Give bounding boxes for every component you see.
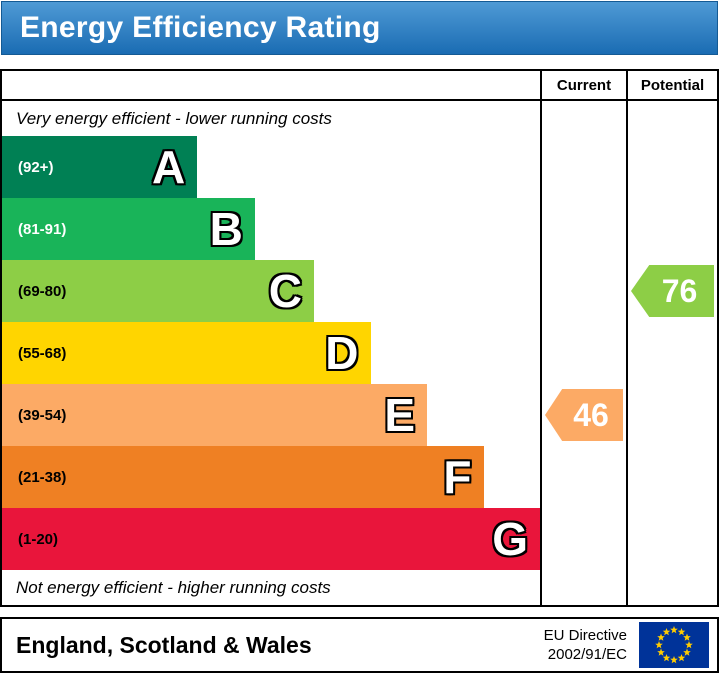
- page-title: Energy Efficiency Rating: [20, 11, 381, 44]
- eu-directive-line2: 2002/91/EC: [547, 646, 627, 663]
- potential-column: Potential 76: [626, 71, 717, 605]
- potential-column-header: Potential: [628, 71, 717, 101]
- current-arrow-area: 46: [542, 101, 626, 605]
- bands-column: Very energy efficient - lower running co…: [2, 71, 540, 605]
- band-row-c: (69-80) C: [2, 260, 315, 322]
- band-letter: A: [152, 141, 186, 193]
- caption-bottom: Not energy efficient - higher running co…: [16, 577, 331, 597]
- band-letter: E: [384, 389, 416, 441]
- current-column: Current 46: [540, 71, 626, 605]
- potential-rating-arrow: 76: [631, 265, 714, 317]
- caption-top: Very energy efficient - lower running co…: [16, 108, 332, 128]
- band-row-f: (21-38) F: [2, 446, 484, 508]
- potential-arrow-area: 76: [628, 101, 717, 605]
- band-range: (39-54): [18, 406, 67, 424]
- potential-rating-value: 76: [661, 272, 698, 309]
- band-range: (21-38): [18, 468, 67, 486]
- band-range: (1-20): [18, 530, 59, 548]
- eu-flag-icon: [639, 622, 709, 668]
- band-row-d: (55-68) D: [2, 322, 371, 384]
- band-letter: B: [209, 203, 243, 255]
- band-range: (81-91): [18, 220, 67, 238]
- band-row-g: (1-20) G: [2, 508, 540, 570]
- eu-directive-line1: EU Directive: [543, 626, 627, 644]
- bands-column-header: [2, 71, 540, 101]
- current-column-header: Current: [542, 71, 626, 101]
- eu-directive-text: EU Directive 2002/91/EC: [544, 626, 627, 665]
- band-row-a: (92+) A: [2, 136, 198, 198]
- band-row-e: (39-54) E: [2, 384, 428, 446]
- band-letter: D: [325, 327, 359, 379]
- band-range: (55-68): [18, 344, 67, 362]
- band-letter: F: [443, 451, 472, 503]
- energy-rating-chart: Very energy efficient - lower running co…: [0, 69, 719, 607]
- band-row-b: (81-91) B: [2, 198, 255, 260]
- footer: England, Scotland & Wales EU Directive 2…: [0, 617, 719, 673]
- current-rating-value: 46: [573, 396, 609, 433]
- current-rating-arrow: 46: [545, 389, 623, 441]
- band-letter: G: [492, 513, 528, 565]
- band-range: (92+): [18, 158, 54, 176]
- region-label: England, Scotland & Wales: [16, 631, 312, 658]
- band-letter: C: [268, 265, 303, 317]
- title-banner: Energy Efficiency Rating: [1, 1, 718, 55]
- band-range: (69-80): [18, 282, 67, 300]
